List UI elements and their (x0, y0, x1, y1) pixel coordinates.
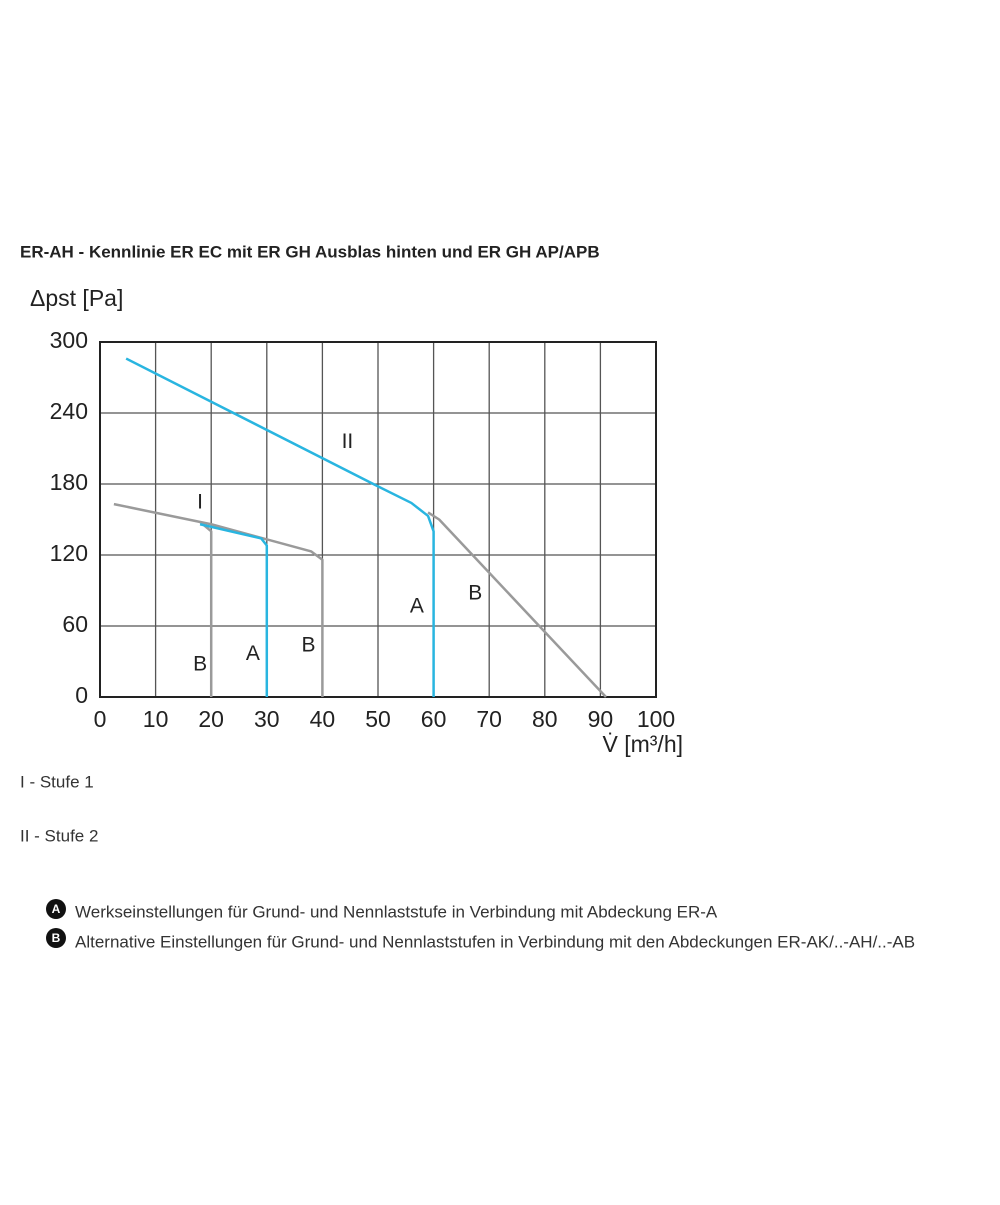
x-tick-label: 50 (365, 706, 391, 732)
x-tick-label: 90 (588, 706, 614, 732)
x-tick-label: 40 (310, 706, 336, 732)
x-tick-label: 70 (476, 706, 502, 732)
annotation: A (410, 595, 424, 618)
badge-letter: A (52, 902, 61, 916)
y-tick-label: 300 (50, 327, 88, 353)
stage-label: I - Stufe 1 (20, 772, 94, 791)
x-tick-label: 10 (143, 706, 169, 732)
y-tick-label: 240 (50, 398, 88, 424)
y-axis-label: Δpst [Pa] (30, 285, 123, 311)
annotation: A (246, 642, 260, 665)
badge-letter: B (52, 931, 61, 945)
plot-frame (99, 341, 657, 698)
x-tick-label: 100 (637, 706, 675, 732)
curve (125, 357, 435, 697)
annotation: B (301, 634, 315, 657)
x-tick-label: 80 (532, 706, 558, 732)
y-tick-label: 60 (62, 611, 88, 637)
x-tick-label: 60 (421, 706, 447, 732)
stage-label: II - Stufe 2 (20, 826, 98, 845)
annotation: B (468, 582, 482, 605)
y-tick-label: 180 (50, 469, 88, 495)
curve (427, 511, 607, 698)
note: Alternative Einstellungen für Grund- und… (75, 932, 915, 951)
badge (46, 928, 66, 948)
y-tick-label: 0 (75, 682, 88, 708)
badge (46, 899, 66, 919)
curve (199, 523, 269, 697)
chart-title: ER-AH - Kennlinie ER EC mit ER GH Ausbla… (20, 242, 600, 261)
annotation: I (197, 490, 203, 513)
x-tick-label: 30 (254, 706, 280, 732)
x-tick-label: 20 (198, 706, 224, 732)
annotation: B (193, 653, 207, 676)
x-axis-label: V̇ [m³/h] (602, 731, 683, 757)
curve (113, 502, 324, 697)
x-tick-label: 0 (94, 706, 107, 732)
annotation: II (342, 430, 354, 453)
note: Werkseinstellungen für Grund- und Nennla… (75, 902, 718, 921)
y-tick-label: 120 (50, 540, 88, 566)
